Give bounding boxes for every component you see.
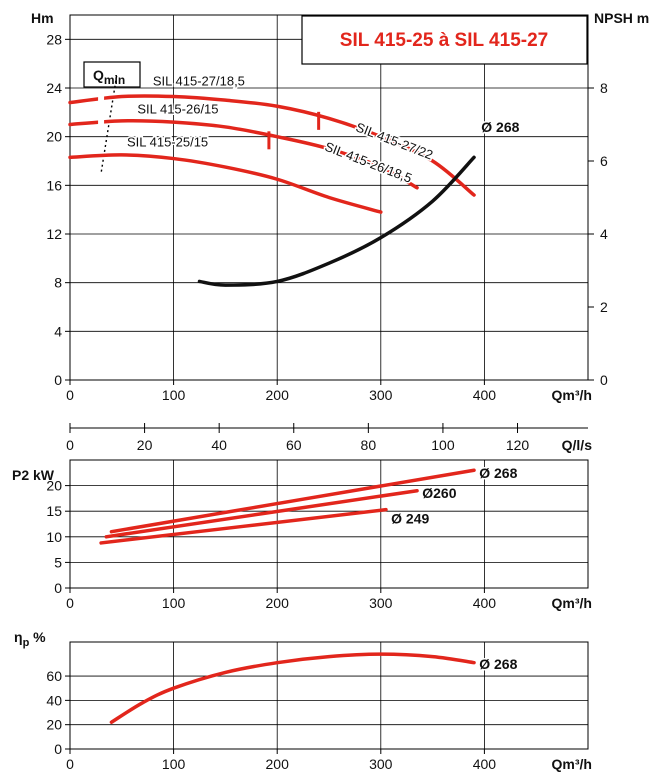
flow-ls-tick-label: 120 — [506, 437, 530, 453]
efficiency-curve — [109, 652, 476, 724]
head-curve-label: SIL 415-27/18,5 — [153, 74, 245, 89]
head-curve-gap — [98, 92, 105, 113]
head-xtick-label: 300 — [369, 387, 393, 403]
power-curve — [99, 507, 388, 545]
head-curve-gap — [98, 114, 105, 135]
head-ytick-label: 28 — [46, 31, 62, 47]
efficiency-ytick-label: 60 — [46, 668, 62, 684]
power-curve-label: Ø 249 — [391, 510, 429, 526]
npsh-curve — [197, 155, 476, 287]
power-xtick-label: 0 — [66, 595, 74, 611]
power-panel: 0 100 200 300 400 0 5 10 15 20 Qm³/h P2 kW Ø 268 Ø260… — [12, 459, 592, 611]
power-ylabel: P2 kW — [12, 467, 55, 483]
efficiency-xtick-label: 300 — [369, 756, 393, 772]
power-xtick-label: 200 — [266, 595, 290, 611]
head-ylabel: Hm — [31, 10, 54, 26]
head-curve — [68, 153, 383, 214]
eff-sub: p — [23, 637, 30, 649]
qmin-line — [100, 75, 118, 174]
head-ytick-label: 12 — [46, 226, 62, 242]
head-curve — [68, 118, 419, 190]
flow-ls-tick-label: 80 — [361, 437, 377, 453]
power-curve — [104, 488, 419, 539]
npsh-tick-label: 4 — [600, 226, 608, 242]
flow-ls-axis: 0 20 40 60 80 100 120 Q/l/s — [66, 423, 592, 453]
head-xlabel: Qm³/h — [552, 387, 592, 403]
qmin-box — [83, 61, 141, 88]
flow-ls-tick-label: 40 — [211, 437, 227, 453]
flow-ls-tick-label: 100 — [431, 437, 455, 453]
power-ytick-label: 5 — [54, 554, 62, 570]
npsh-curve-label: Ø 268 — [481, 119, 519, 135]
power-ytick-label: 15 — [46, 503, 62, 519]
head-ytick-label: 16 — [46, 177, 62, 193]
flow-ls-tick-label: 0 — [66, 437, 74, 453]
power-ytick-label: 20 — [46, 478, 62, 494]
power-xlabel: Qm³/h — [552, 595, 592, 611]
power-xtick-label: 400 — [473, 595, 497, 611]
eff-symbol: η — [14, 629, 23, 645]
power-ytick-label: 0 — [54, 580, 62, 596]
npsh-tick-label: 2 — [600, 299, 608, 315]
head-ytick-label: 4 — [54, 323, 62, 339]
efficiency-ylabel: ηp % — [14, 629, 46, 649]
efficiency-xtick-label: 0 — [66, 756, 74, 772]
eff-unit: % — [29, 629, 46, 645]
flow-ls-tick-label: 20 — [137, 437, 153, 453]
efficiency-frame — [69, 641, 589, 750]
head-curve-label: SIL 415-25/15 — [127, 134, 208, 149]
head-curve — [68, 94, 476, 197]
head-ytick-label: 24 — [46, 80, 62, 96]
efficiency-xtick-label: 100 — [162, 756, 186, 772]
head-xtick-label: 400 — [473, 387, 497, 403]
efficiency-ytick-label: 40 — [46, 692, 62, 708]
qmin-sub: min — [104, 73, 125, 87]
power-xtick-label: 100 — [162, 595, 186, 611]
flow-ls-tick-label: 60 — [286, 437, 302, 453]
head-ytick-label: 20 — [46, 129, 62, 145]
power-ytick-label: 10 — [46, 529, 62, 545]
efficiency-xtick-label: 200 — [266, 756, 290, 772]
efficiency-panel: 0 100 200 300 400 0 20 40 60 Qm³/h ηp % Ø 268 — [14, 629, 592, 772]
qmin-label: Qmin — [93, 67, 125, 87]
efficiency-ytick-label: 0 — [54, 741, 62, 757]
power-curve-label: Ø 268 — [479, 465, 517, 481]
power-xtick-label: 300 — [369, 595, 393, 611]
flow-ls-label: Q/l/s — [562, 437, 593, 453]
efficiency-xtick-label: 400 — [473, 756, 497, 772]
head-xtick-label: 100 — [162, 387, 186, 403]
npsh-ylabel: NPSH m — [594, 10, 649, 26]
power-frame — [69, 459, 589, 589]
head-ytick-label: 0 — [54, 372, 62, 388]
qmin-q: Q — [93, 67, 104, 83]
efficiency-ytick-label: 20 — [46, 717, 62, 733]
title-frame — [301, 15, 588, 65]
efficiency-xlabel: Qm³/h — [552, 756, 592, 772]
head-ytick-label: 8 — [54, 275, 62, 291]
qmin-annotation: Qmin — [83, 61, 141, 174]
head-curve-label: SIL 415-26/15 — [137, 102, 218, 117]
head-xtick-label: 0 — [66, 387, 74, 403]
npsh-tick-label: 6 — [600, 153, 608, 169]
chart-title: SIL 415-25 à SIL 415-27 — [340, 30, 548, 51]
chart-title-box: SIL 415-25 à SIL 415-27 — [301, 15, 588, 65]
efficiency-curve-label: Ø 268 — [479, 656, 517, 672]
npsh-tick-label: 0 — [600, 372, 608, 388]
power-curve-label: Ø260 — [422, 485, 456, 501]
npsh-tick-label: 8 — [600, 80, 608, 96]
head-xtick-label: 200 — [266, 387, 290, 403]
power-curve — [109, 468, 476, 534]
